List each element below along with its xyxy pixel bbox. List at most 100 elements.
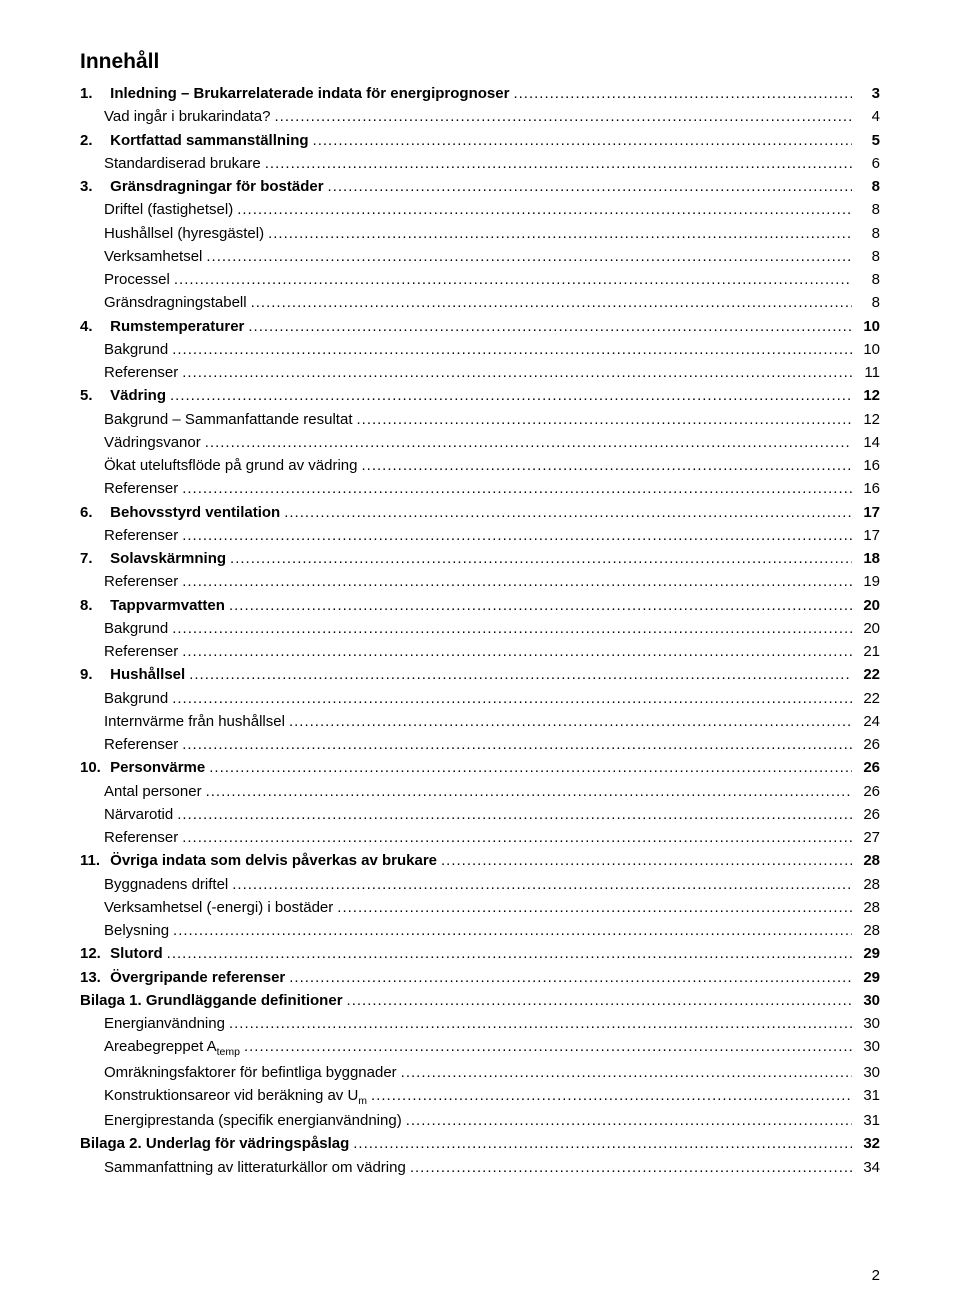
toc-leader-dots	[182, 361, 852, 384]
toc-leader-dots	[182, 733, 852, 756]
toc-entry-title: Standardiserad brukare	[104, 152, 261, 175]
toc-entry: Referenser 11	[80, 361, 880, 384]
toc-entry-title: Vädringsvanor	[104, 431, 201, 454]
toc-entry-title: Belysning	[104, 919, 169, 942]
toc-entry-title: 3. Gränsdragningar för bostäder	[80, 175, 324, 198]
toc-leader-dots	[313, 129, 852, 152]
toc-entry-page: 5	[856, 129, 880, 152]
toc-leader-dots	[237, 198, 852, 221]
toc-entry-page: 21	[856, 640, 880, 663]
toc-entry-page: 30	[856, 989, 880, 1012]
toc-leader-dots	[337, 896, 852, 919]
toc-entry: 1. Inledning – Brukarrelaterade indata f…	[80, 82, 880, 105]
toc-leader-dots	[172, 338, 852, 361]
toc-entry: Belysning 28	[80, 919, 880, 942]
toc-entry: Omräkningsfaktorer för befintliga byggna…	[80, 1061, 880, 1084]
toc-entry-title: Referenser	[104, 570, 178, 593]
toc-entry: 7. Solavskärmning18	[80, 547, 880, 570]
toc-entry: Ökat uteluftsflöde på grund av vädring16	[80, 454, 880, 477]
toc-entry: Sammanfattning av litteraturkällor om vä…	[80, 1156, 880, 1179]
toc-entry-number: 13.	[80, 966, 106, 989]
toc-leader-dots	[328, 175, 852, 198]
toc-leader-dots	[206, 780, 852, 803]
toc-entry: Referenser26	[80, 733, 880, 756]
toc-entry-title: Sammanfattning av litteraturkällor om vä…	[104, 1156, 406, 1179]
toc-entry-page: 24	[856, 710, 880, 733]
toc-entry: Energianvändning30	[80, 1012, 880, 1035]
toc-entry-title: Referenser	[104, 477, 178, 500]
toc-entry-page: 17	[856, 524, 880, 547]
toc-entry-number: 12.	[80, 942, 106, 965]
toc-entry-page: 12	[856, 384, 880, 407]
toc-leader-dots	[189, 663, 852, 686]
toc-entry-page: 11	[856, 361, 880, 384]
toc-entry-page: 18	[856, 547, 880, 570]
toc-entry-page: 26	[856, 733, 880, 756]
toc-entry: 6. Behovsstyrd ventilation17	[80, 501, 880, 524]
toc-entry-number: 3.	[80, 175, 106, 198]
toc-entry-page: 22	[856, 663, 880, 686]
toc-entry: Energiprestanda (specifik energianvändni…	[80, 1109, 880, 1132]
toc-entry: Verksamhetsel8	[80, 245, 880, 268]
toc-leader-dots	[356, 408, 852, 431]
toc-leader-dots	[172, 617, 852, 640]
toc-entry-page: 20	[856, 617, 880, 640]
toc-leader-dots	[284, 501, 852, 524]
toc-leader-dots	[230, 547, 852, 570]
toc-entry-page: 31	[856, 1084, 880, 1107]
toc-entry: 13. Övergripande referenser29	[80, 966, 880, 989]
toc-entry-title: Bakgrund	[104, 617, 168, 640]
toc-entry-title: Vad ingår i brukarindata?	[104, 105, 271, 128]
toc-entry: Byggnadens driftel28	[80, 873, 880, 896]
toc-entry: Referenser27	[80, 826, 880, 849]
toc-entry: Bakgrund – Sammanfattande resultat12	[80, 408, 880, 431]
toc-entry-title: Energianvändning	[104, 1012, 225, 1035]
toc-leader-dots	[173, 919, 852, 942]
toc-entry-title: 11. Övriga indata som delvis påverkas av…	[80, 849, 437, 872]
toc-entry: 5. Vädring12	[80, 384, 880, 407]
toc-entry-page: 4	[856, 105, 880, 128]
toc-entry: Konstruktionsareor vid beräkning av Um31	[80, 1084, 880, 1109]
table-of-contents: 1. Inledning – Brukarrelaterade indata f…	[80, 82, 880, 1179]
toc-entry: Processel8	[80, 268, 880, 291]
toc-entry: 12. Slutord29	[80, 942, 880, 965]
toc-entry-page: 30	[856, 1061, 880, 1084]
toc-entry: Vad ingår i brukarindata? 4	[80, 105, 880, 128]
toc-leader-dots	[182, 826, 852, 849]
toc-entry-title: Internvärme från hushållsel	[104, 710, 285, 733]
toc-entry-page: 3	[856, 82, 880, 105]
toc-entry-title: Bakgrund	[104, 687, 168, 710]
toc-leader-dots	[251, 291, 852, 314]
toc-entry-title: Ökat uteluftsflöde på grund av vädring	[104, 454, 358, 477]
toc-entry: Areabegreppet Atemp30	[80, 1035, 880, 1060]
toc-leader-dots	[410, 1156, 852, 1179]
toc-entry: Verksamhetsel (-energi) i bostäder28	[80, 896, 880, 919]
toc-entry: 3. Gränsdragningar för bostäder8	[80, 175, 880, 198]
toc-leader-dots	[174, 268, 852, 291]
toc-entry-page: 17	[856, 501, 880, 524]
toc-leader-dots	[182, 570, 852, 593]
toc-entry-page: 28	[856, 919, 880, 942]
toc-entry-title: Referenser	[104, 826, 178, 849]
toc-entry-title: 8. Tappvarmvatten	[80, 594, 225, 617]
toc-entry-number: 9.	[80, 663, 106, 686]
toc-entry-title: 10. Personvärme	[80, 756, 205, 779]
toc-entry-title: Energiprestanda (specifik energianvändni…	[104, 1109, 402, 1132]
toc-entry-page: 12	[856, 408, 880, 431]
toc-entry: 8. Tappvarmvatten 20	[80, 594, 880, 617]
toc-leader-dots	[265, 152, 852, 175]
toc-entry-page: 32	[856, 1132, 880, 1155]
toc-entry-title: Referenser	[104, 361, 178, 384]
toc-entry-number: 8.	[80, 594, 106, 617]
toc-entry-title: Verksamhetsel (-energi) i bostäder	[104, 896, 333, 919]
toc-entry-number: 7.	[80, 547, 106, 570]
toc-entry-title: Referenser	[104, 640, 178, 663]
toc-entry: Bilaga 2. Underlag för vädringspåslag 32	[80, 1132, 880, 1155]
toc-leader-dots	[167, 942, 852, 965]
toc-entry: 2. Kortfattad sammanställning5	[80, 129, 880, 152]
toc-entry-number: 1.	[80, 82, 106, 105]
toc-entry-page: 20	[856, 594, 880, 617]
toc-entry-title: Bilaga 2. Underlag för vädringspåslag	[80, 1132, 349, 1155]
toc-entry-title: Byggnadens driftel	[104, 873, 228, 896]
toc-entry-title: Omräkningsfaktorer för befintliga byggna…	[104, 1061, 397, 1084]
